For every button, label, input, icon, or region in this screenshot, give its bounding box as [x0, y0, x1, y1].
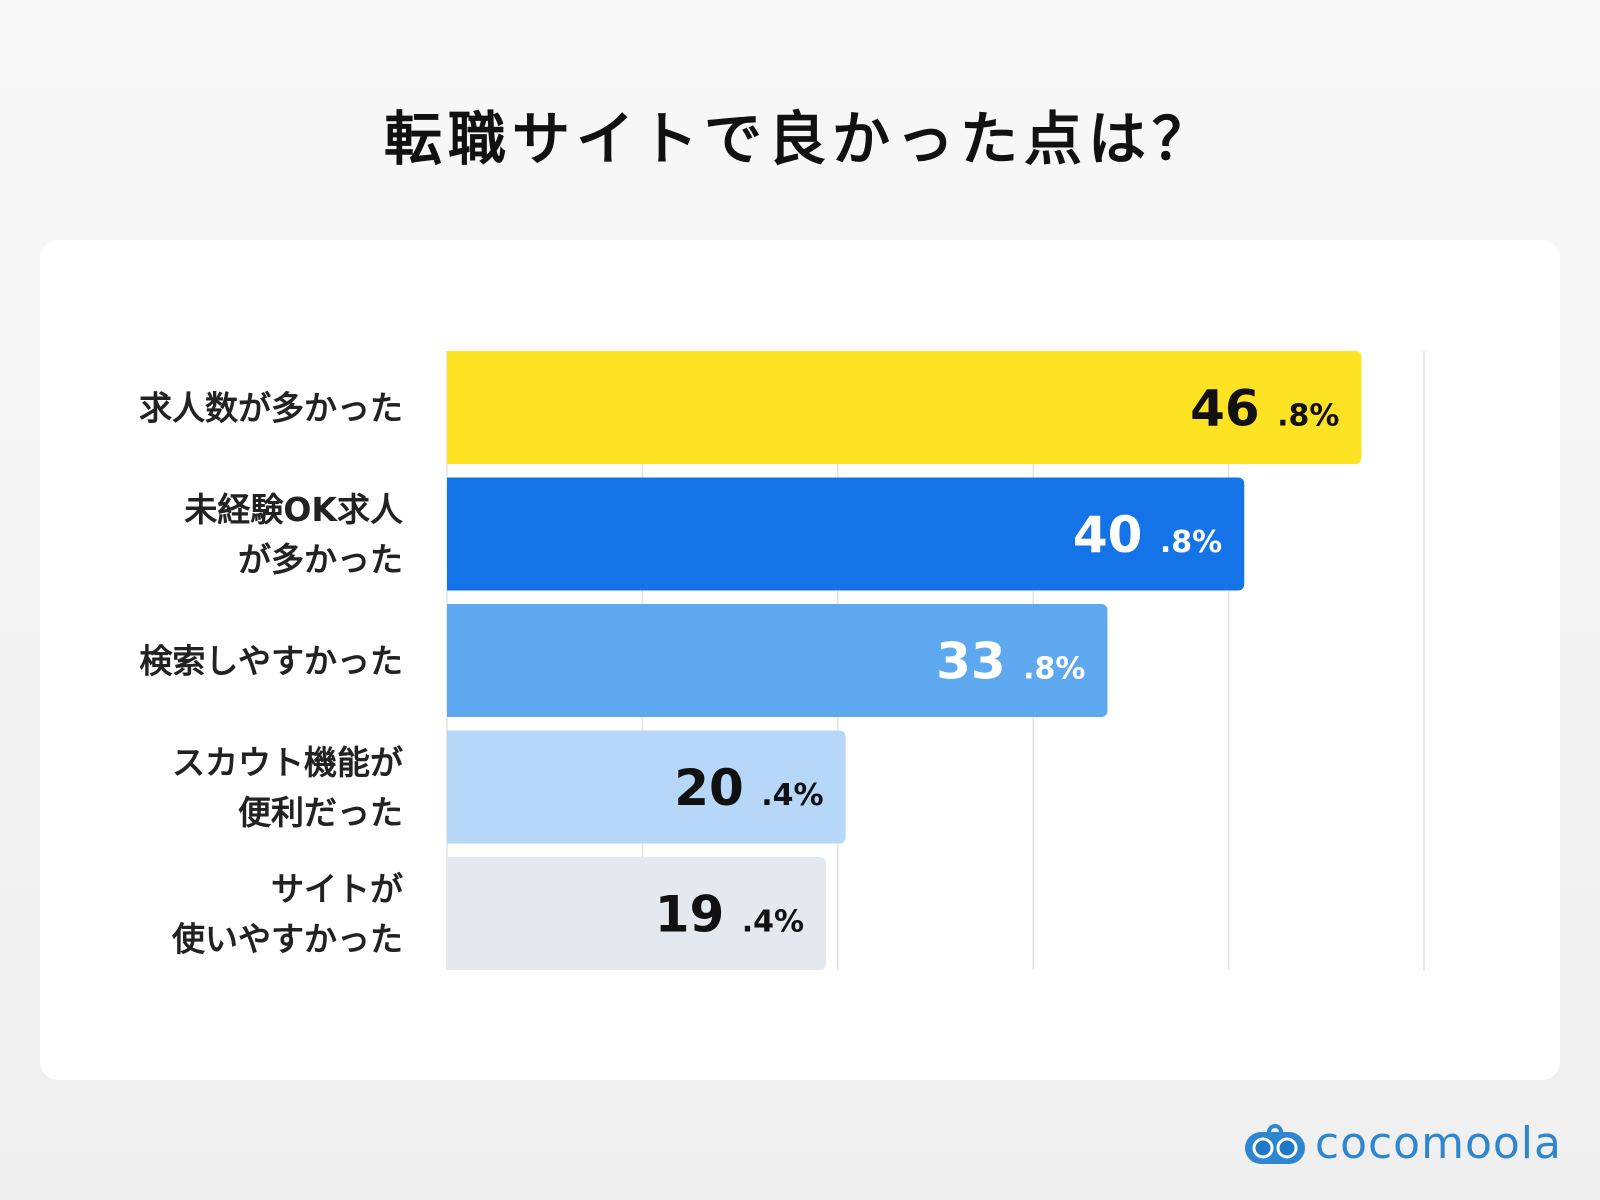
logo-text: cocomoola — [1314, 1118, 1562, 1169]
category-label: 検索しやすかった — [139, 642, 403, 681]
value-label: 40 .8% — [1073, 506, 1222, 564]
category-label: 求人数が多かった — [139, 389, 403, 428]
value-label: 19 .4% — [655, 886, 804, 944]
category-label: サイトが — [271, 870, 403, 909]
value-label: 20 .4% — [674, 759, 823, 817]
category-label: スカウト機能が — [172, 743, 403, 782]
chart-title: 転職サイトで良かった点は？ — [383, 105, 1216, 173]
category-label: 便利だった — [238, 793, 403, 832]
cocomoola-logo: cocomoola — [1243, 1118, 1562, 1169]
bar — [447, 351, 1362, 464]
category-label: が多かった — [238, 540, 403, 579]
value-label: 33 .8% — [936, 633, 1085, 691]
bar — [447, 857, 827, 970]
category-label: 使いやすかった — [172, 920, 403, 959]
logo-icon — [1244, 1123, 1305, 1164]
bar — [447, 604, 1108, 717]
bar — [447, 477, 1245, 591]
category-label: 未経験OK求人 — [184, 490, 403, 529]
bar — [447, 730, 846, 844]
value-label: 46 .8% — [1190, 380, 1339, 438]
